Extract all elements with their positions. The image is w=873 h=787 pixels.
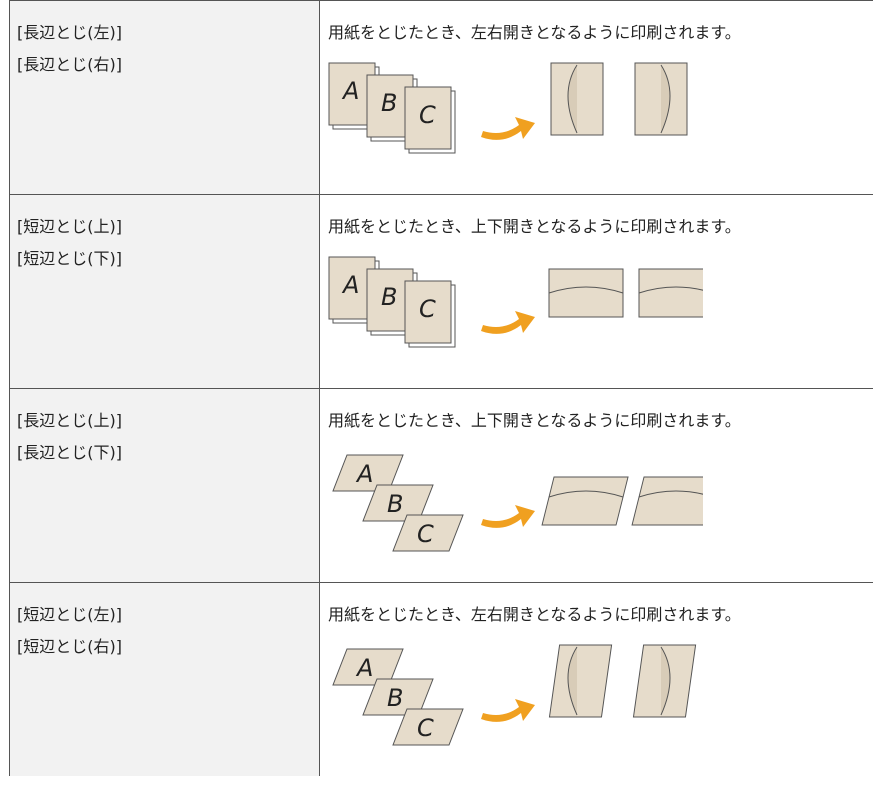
table-row: [長辺とじ(上)] [長辺とじ(下)] 用紙をとじたとき、上下開きとなるように印刷さ… bbox=[9, 388, 873, 582]
booklet-fold bbox=[660, 64, 671, 134]
sheet: C bbox=[392, 514, 464, 552]
sheet-letter: A bbox=[341, 77, 359, 105]
table-row: [短辺とじ(左)] [短辺とじ(右)] 用紙をとじたとき、左右開きとなるように印刷さ… bbox=[9, 582, 873, 776]
sheet: B bbox=[366, 268, 418, 336]
booklet bbox=[638, 268, 703, 318]
booklet-fold bbox=[548, 286, 624, 294]
setting-name: [短辺とじ(上)] bbox=[17, 217, 122, 236]
sheet-letter: C bbox=[417, 520, 434, 548]
name-cell: [短辺とじ(左)] [短辺とじ(右)] bbox=[9, 583, 320, 776]
sheet: C bbox=[404, 280, 456, 348]
description: 用紙をとじたとき、上下開きとなるように印刷されます。 bbox=[328, 217, 741, 236]
booklet-fold bbox=[567, 646, 578, 716]
setting-name: [短辺とじ(右)] bbox=[17, 637, 122, 656]
sheet: B bbox=[362, 484, 434, 522]
booklet bbox=[548, 268, 624, 318]
description: 用紙をとじたとき、左右開きとなるように印刷されます。 bbox=[328, 23, 741, 42]
sheet-page bbox=[392, 708, 464, 746]
name-cell: [短辺とじ(上)] [短辺とじ(下)] bbox=[9, 195, 320, 388]
sheet: C bbox=[404, 86, 456, 154]
booklet-fold bbox=[660, 646, 671, 716]
setting-name: [短辺とじ(左)] bbox=[17, 605, 122, 624]
sheet-letter: B bbox=[381, 283, 397, 311]
booklet bbox=[548, 644, 613, 718]
illustration: ABC bbox=[332, 644, 697, 746]
setting-name: [長辺とじ(上)] bbox=[17, 411, 122, 430]
sheet: B bbox=[362, 678, 434, 716]
sheet-letter: A bbox=[341, 271, 359, 299]
setting-name: [長辺とじ(左)] bbox=[17, 23, 122, 42]
setting-name: [短辺とじ(下)] bbox=[17, 249, 122, 268]
booklet-fold bbox=[638, 490, 703, 498]
booklet bbox=[631, 476, 703, 526]
sheet: A bbox=[332, 648, 404, 686]
sheet-letter: C bbox=[419, 295, 436, 323]
name-cell: [長辺とじ(上)] [長辺とじ(下)] bbox=[9, 389, 320, 582]
sheet-letter: A bbox=[355, 654, 373, 682]
description: 用紙をとじたとき、左右開きとなるように印刷されます。 bbox=[328, 605, 741, 624]
table-row: [長辺とじ(左)] [長辺とじ(右)] 用紙をとじたとき、左右開きとなるように印刷さ… bbox=[9, 0, 873, 194]
sheet-page bbox=[392, 514, 464, 552]
sheet-letter: B bbox=[387, 490, 403, 518]
sheet-page bbox=[404, 86, 452, 150]
arrow bbox=[481, 699, 535, 722]
booklet-fold bbox=[567, 64, 578, 134]
sheet-page bbox=[404, 280, 452, 344]
sheet-letter: C bbox=[419, 101, 436, 129]
illustration: ABC bbox=[332, 454, 703, 552]
arrow bbox=[481, 505, 535, 528]
booklet bbox=[541, 476, 629, 526]
booklet-fold bbox=[638, 286, 703, 294]
sheet-letter: A bbox=[355, 460, 373, 488]
sheet: C bbox=[392, 708, 464, 746]
setting-name: [長辺とじ(下)] bbox=[17, 443, 122, 462]
sheet-letter: B bbox=[381, 89, 397, 117]
booklet-fold bbox=[548, 490, 624, 498]
arrow bbox=[481, 311, 535, 334]
name-cell: [長辺とじ(左)] [長辺とじ(右)] bbox=[9, 1, 320, 194]
sheet-letter: B bbox=[387, 684, 403, 712]
table-row: [短辺とじ(上)] [短辺とじ(下)] 用紙をとじたとき、上下開きとなるように印刷さ… bbox=[9, 194, 873, 388]
sheet-letter: C bbox=[417, 714, 434, 742]
description: 用紙をとじたとき、上下開きとなるように印刷されます。 bbox=[328, 411, 741, 430]
setting-name: [長辺とじ(右)] bbox=[17, 55, 122, 74]
arrow bbox=[481, 117, 535, 140]
